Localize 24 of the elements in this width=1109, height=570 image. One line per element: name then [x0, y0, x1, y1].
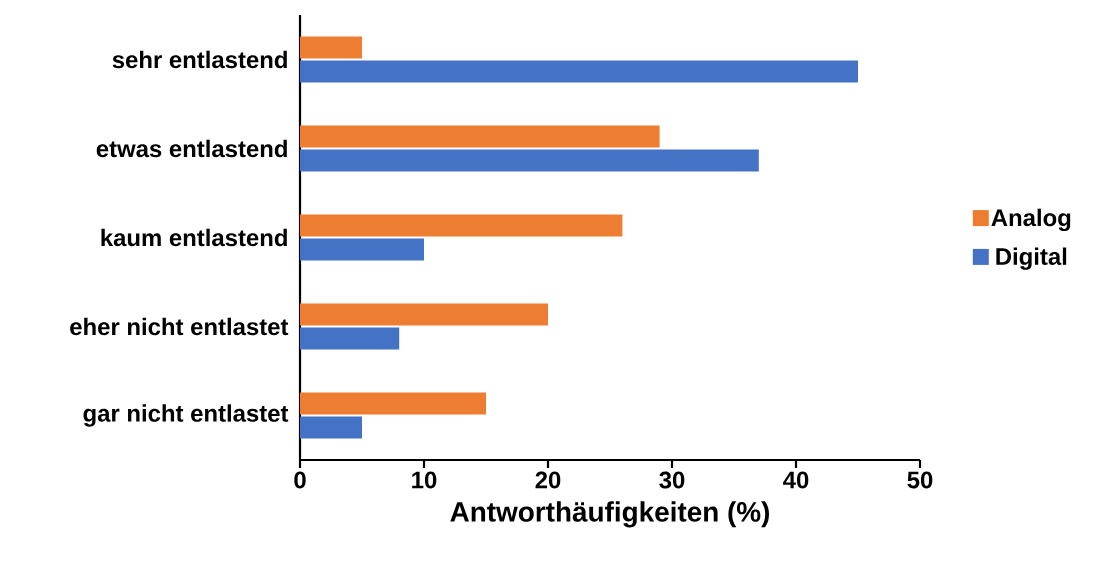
- x-axis-title: Antworthäufigkeiten (%): [450, 501, 769, 528]
- bar: [300, 149, 759, 172]
- x-tick-label: 20: [535, 471, 561, 489]
- bar: [300, 125, 660, 148]
- y-tick-label: sehr entlastend: [112, 50, 287, 69]
- x-tick-label: 10: [412, 471, 437, 489]
- y-tick-label: gar nicht entlastet: [83, 404, 289, 427]
- y-tick-label: etwas entlastend: [96, 139, 287, 158]
- y-tick-label: kaum entlastend: [101, 228, 287, 247]
- x-tick-label: 40: [783, 471, 809, 489]
- legend-label: Analog: [991, 208, 1071, 232]
- x-tick-label: 0: [294, 471, 306, 489]
- x-tick-label: 50: [907, 471, 933, 489]
- bar: [300, 214, 623, 237]
- legend-label: Digital: [996, 247, 1067, 270]
- bar: [300, 36, 363, 59]
- bar: [300, 327, 400, 350]
- bar: [300, 303, 549, 326]
- x-tick-label: 30: [659, 471, 685, 489]
- bar: [300, 60, 859, 83]
- bar: [300, 238, 425, 261]
- y-tick-label: eher nicht entlastet: [70, 317, 289, 336]
- bar: [300, 392, 487, 415]
- bar: [300, 416, 363, 439]
